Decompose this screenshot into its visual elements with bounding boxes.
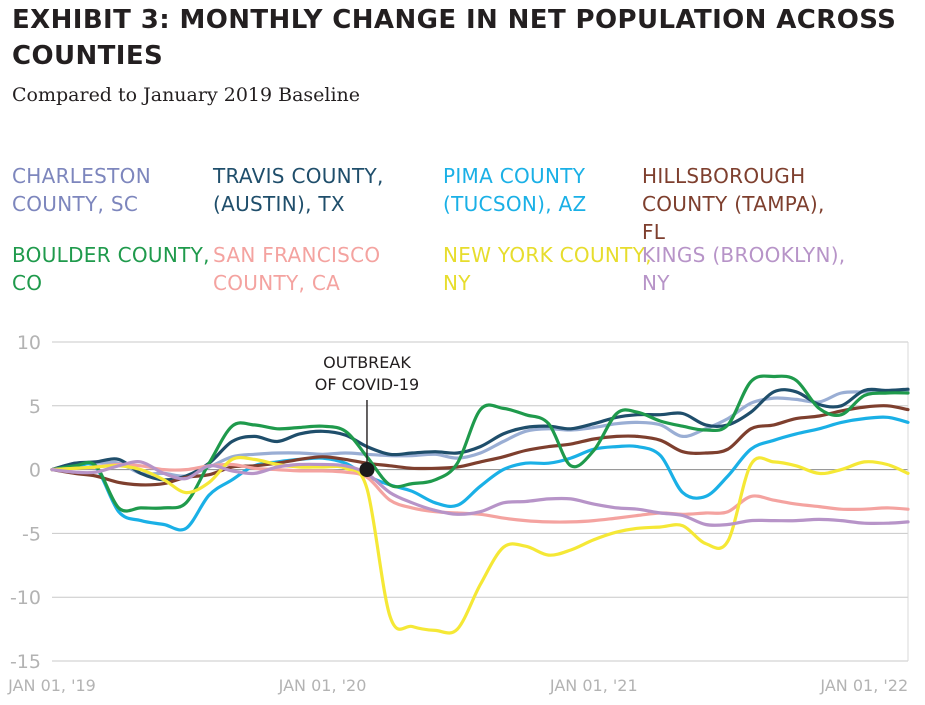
outbreak-marker — [359, 462, 375, 478]
legend-item: NEW YORK COUNTY, NY — [443, 243, 652, 295]
chart-title: EXHIBIT 3: MONTHLY CHANGE IN NET POPULAT… — [12, 5, 897, 71]
chart-subtitle: Compared to January 2019 Baseline — [12, 84, 361, 106]
series-line-travis-county-austin-tx — [50, 387, 910, 482]
legend-item: HILLSBOROUGH COUNTY (TAMPA), FL — [642, 164, 825, 244]
y-axis-ticks: 10 5 0 -5 -10 -15 — [10, 332, 41, 673]
legend-item: CHARLESTON COUNTY, SC — [12, 164, 151, 216]
legend-item: SAN FRANCISCO COUNTY, CA — [213, 243, 381, 295]
y-tick-label: -5 — [22, 523, 41, 545]
series-line-kings-brooklyn-ny — [50, 460, 910, 527]
y-tick-label: 10 — [17, 332, 41, 354]
series-line-san-francisco-county-ca — [50, 462, 910, 524]
series-line-pima-county-tucson-az — [50, 415, 910, 532]
y-tick-label: 5 — [29, 396, 41, 418]
x-tick-label: JAN 01, '21 — [549, 676, 638, 695]
x-axis-ticks: JAN 01, '19 JAN 01, '20 JAN 01, '21 JAN 01,… — [7, 676, 908, 695]
series-lines — [50, 374, 910, 635]
x-tick-label: JAN 01, '19 — [7, 676, 96, 695]
y-tick-label: 0 — [29, 460, 41, 482]
legend-item: KINGS (BROOKLYN), NY — [642, 243, 846, 295]
y-tick-label: -10 — [10, 587, 41, 609]
y-tick-label: -15 — [10, 651, 41, 673]
covid-annotation: OUTBREAK OF COVID-19 — [315, 353, 419, 478]
legend-item: BOULDER COUNTY, CO — [12, 243, 210, 295]
annotation-label: OUTBREAK — [323, 353, 411, 372]
legend-item: TRAVIS COUNTY, (AUSTIN), TX — [213, 164, 384, 216]
annotation-label: OF COVID-19 — [315, 375, 419, 394]
series-line-new-york-county-ny — [50, 455, 910, 635]
legend-item: PIMA COUNTY (TUCSON), AZ — [443, 164, 587, 216]
x-tick-label: JAN 01, '20 — [278, 676, 367, 695]
series-line-boulder-county-co — [50, 374, 910, 513]
x-tick-label: JAN 01, '22 — [819, 676, 908, 695]
